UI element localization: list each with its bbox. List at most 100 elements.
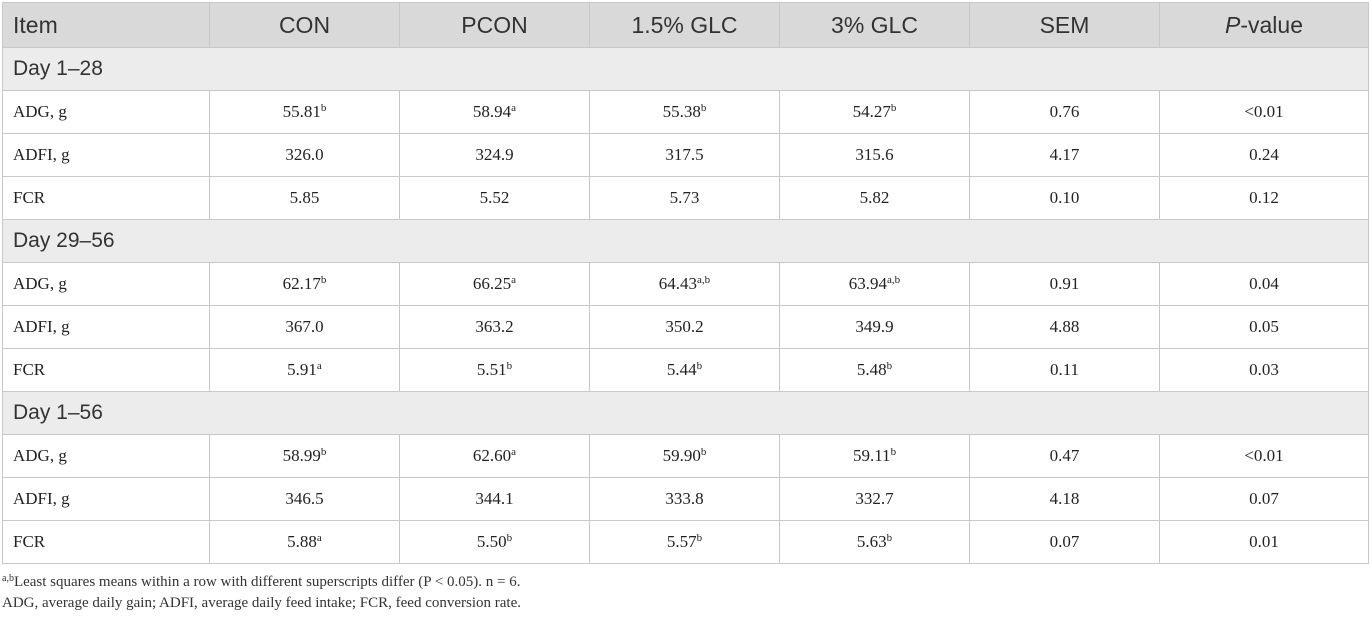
value-cell: 324.9	[399, 133, 590, 177]
value-cell: 315.6	[779, 133, 970, 177]
sem-cell: 4.17	[969, 133, 1160, 177]
cell-value: 5.73	[669, 188, 700, 207]
cell-value: 59.11	[852, 446, 891, 465]
value-cell: 64.43a,b	[589, 262, 780, 306]
header-glc-1-5: 1.5% GLC	[589, 2, 780, 48]
cell-value: 5.88	[287, 532, 317, 551]
row-label: FCR	[2, 520, 210, 564]
cell-value: 317.5	[665, 145, 704, 164]
row-label: FCR	[2, 348, 210, 392]
table-body: Day 1–28 ADG, g 55.81b 58.94a 55.38b 54.27b 0.…	[2, 47, 1369, 564]
cell-value: 5.63	[856, 532, 887, 551]
section-title: Day 1–28	[2, 47, 1369, 91]
cell-value: 5.85	[289, 188, 320, 207]
cell-superscript: b	[890, 446, 897, 458]
cell-superscript: b	[886, 532, 893, 544]
row-label: ADG, g	[2, 434, 210, 478]
row-label: ADFI, g	[2, 133, 210, 177]
value-cell: 59.11b	[779, 434, 970, 478]
header-row: Item CON PCON 1.5% GLC 3% GLC SEM P-valu…	[2, 2, 1369, 48]
cell-superscript: b	[700, 102, 707, 114]
table-row: FCR 5.88a 5.50b 5.57b 5.63b 0.07 0.01	[2, 520, 1369, 564]
value-cell: 54.27b	[779, 90, 970, 134]
value-cell: 5.52	[399, 176, 590, 220]
cell-value: 332.7	[855, 489, 894, 508]
p-value-cell: 0.12	[1159, 176, 1369, 220]
sem-cell: 0.10	[969, 176, 1160, 220]
row-label: ADFI, g	[2, 477, 210, 521]
row-label: ADG, g	[2, 90, 210, 134]
value-cell: 5.63b	[779, 520, 970, 564]
value-cell: 5.51b	[399, 348, 590, 392]
cell-value: 54.27	[852, 102, 891, 121]
footnote-superscript: a,b	[2, 573, 14, 584]
cell-value: 62.60	[472, 446, 512, 465]
value-cell: 66.25a	[399, 262, 590, 306]
value-cell: 63.94a,b	[779, 262, 970, 306]
table-row: ADG, g 55.81b 58.94a 55.38b 54.27b 0.76 <0.01	[2, 90, 1369, 134]
cell-value: 5.82	[859, 188, 890, 207]
cell-value: 63.94	[848, 274, 888, 293]
cell-value: 66.25	[472, 274, 512, 293]
value-cell: 317.5	[589, 133, 780, 177]
cell-value: 62.17	[282, 274, 321, 293]
cell-value: 5.50	[476, 532, 507, 551]
cell-value: 59.90	[662, 446, 701, 465]
cell-value: 5.51	[476, 360, 507, 379]
cell-superscript: a	[316, 532, 322, 544]
p-value-cell: 0.01	[1159, 520, 1369, 564]
cell-value: 346.5	[285, 489, 324, 508]
cell-superscript: b	[886, 360, 893, 372]
value-cell: 5.82	[779, 176, 970, 220]
cell-value: 333.8	[665, 489, 704, 508]
p-value-cell: 0.04	[1159, 262, 1369, 306]
cell-superscript: a	[511, 274, 517, 286]
value-cell: 333.8	[589, 477, 780, 521]
table-row: ADG, g 62.17b 66.25a 64.43a,b 63.94a,b 0.91 0.…	[2, 262, 1369, 306]
value-cell: 363.2	[399, 305, 590, 349]
value-cell: 349.9	[779, 305, 970, 349]
section-row: Day 1–56	[2, 391, 1369, 435]
header-p-value: P-value	[1159, 2, 1369, 48]
cell-value: 350.2	[665, 317, 704, 336]
value-cell: 55.81b	[209, 90, 400, 134]
value-cell: 5.85	[209, 176, 400, 220]
cell-superscript: a,b	[697, 274, 711, 286]
value-cell: 58.94a	[399, 90, 590, 134]
cell-superscript: b	[890, 102, 897, 114]
p-value-cell: <0.01	[1159, 434, 1369, 478]
header-p-italic: P	[1225, 11, 1241, 38]
cell-superscript: a	[511, 102, 517, 114]
sem-cell: 0.11	[969, 348, 1160, 392]
cell-value: 5.44	[666, 360, 697, 379]
cell-value: 5.91	[287, 360, 317, 379]
sem-cell: 0.76	[969, 90, 1160, 134]
table-footnotes: a,bLeast squares means within a row with…	[2, 572, 1368, 614]
value-cell: 326.0	[209, 133, 400, 177]
sem-cell: 0.47	[969, 434, 1160, 478]
p-value-cell: 0.24	[1159, 133, 1369, 177]
section-title: Day 1–56	[2, 391, 1369, 435]
cell-superscript: a	[316, 360, 322, 372]
value-cell: 62.60a	[399, 434, 590, 478]
cell-value: 58.99	[282, 446, 321, 465]
cell-superscript: b	[696, 532, 703, 544]
header-sem: SEM	[969, 2, 1160, 48]
sem-cell: 4.18	[969, 477, 1160, 521]
cell-value: 5.57	[666, 532, 697, 551]
value-cell: 5.73	[589, 176, 780, 220]
value-cell: 5.50b	[399, 520, 590, 564]
value-cell: 344.1	[399, 477, 590, 521]
header-glc-3: 3% GLC	[779, 2, 970, 48]
p-value-cell: 0.07	[1159, 477, 1369, 521]
value-cell: 5.44b	[589, 348, 780, 392]
cell-value: 363.2	[475, 317, 514, 336]
cell-value: 64.43	[658, 274, 698, 293]
cell-value: 58.94	[472, 102, 512, 121]
cell-superscript: b	[320, 274, 327, 286]
performance-table: Item CON PCON 1.5% GLC 3% GLC SEM P-valu…	[2, 2, 1369, 564]
sem-cell: 0.91	[969, 262, 1160, 306]
cell-value: 344.1	[475, 489, 514, 508]
row-label: ADG, g	[2, 262, 210, 306]
value-cell: 58.99b	[209, 434, 400, 478]
